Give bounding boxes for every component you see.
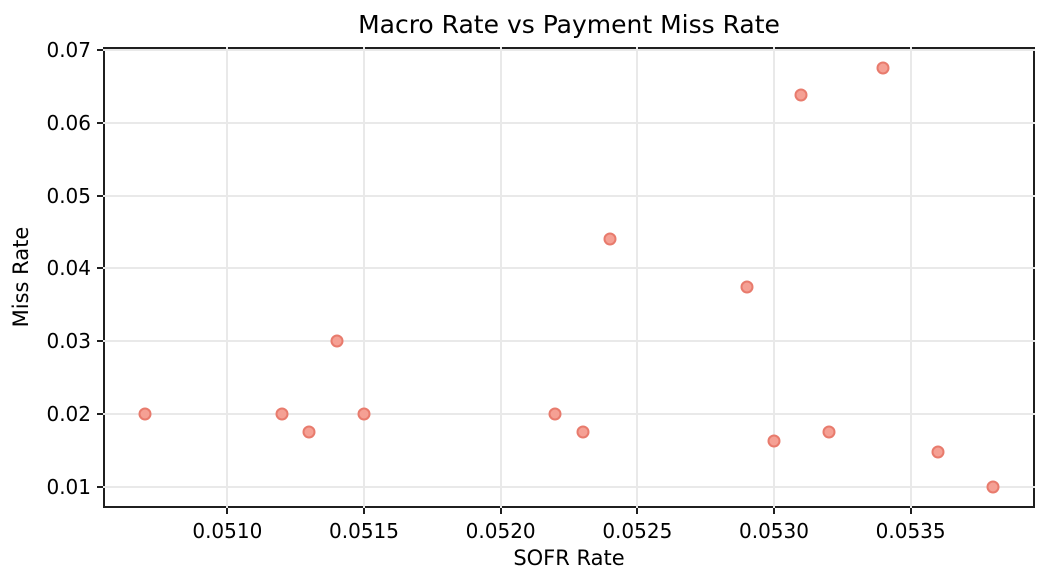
y-gridline xyxy=(103,486,1035,489)
x-tick-mark xyxy=(909,508,912,514)
plot-area xyxy=(103,47,1035,508)
y-tick-label: 0.04 xyxy=(46,256,91,281)
x-gridline xyxy=(363,47,365,508)
y-tick-mark xyxy=(97,486,103,489)
y-tick-mark xyxy=(97,267,103,270)
scatter-point-1 xyxy=(138,407,152,421)
scatter-point-7 xyxy=(576,425,590,439)
chart-title: Macro Rate vs Payment Miss Rate xyxy=(358,10,780,39)
y-tick-label: 0.03 xyxy=(46,329,91,354)
top-spine xyxy=(103,47,1035,49)
x-gridline xyxy=(909,47,912,508)
bottom-spine xyxy=(103,506,1035,508)
x-tick-label: 0.0535 xyxy=(875,519,946,543)
y-tick-label: 0.05 xyxy=(46,183,91,208)
y-tick-label: 0.02 xyxy=(46,402,91,427)
x-tick-mark xyxy=(636,508,639,514)
y-tick-mark xyxy=(97,121,103,124)
x-gridline xyxy=(772,47,775,508)
scatter-point-14 xyxy=(931,445,945,459)
scatter-point-6 xyxy=(548,407,562,421)
y-axis-label: Miss Rate xyxy=(9,226,33,328)
y-gridline xyxy=(103,194,1035,197)
y-gridline xyxy=(103,48,1035,51)
x-tick-mark xyxy=(499,508,502,514)
x-tick-label: 0.0525 xyxy=(602,519,673,543)
scatter-point-13 xyxy=(876,61,890,75)
scatter-point-9 xyxy=(740,280,754,294)
scatter-point-12 xyxy=(822,425,836,439)
scatter-point-5 xyxy=(357,407,371,421)
x-tick-label: 0.0530 xyxy=(738,519,809,543)
y-tick-mark xyxy=(97,194,103,197)
y-tick-label: 0.01 xyxy=(46,475,91,500)
y-gridline xyxy=(103,340,1035,343)
y-tick-label: 0.06 xyxy=(46,110,91,135)
scatter-point-15 xyxy=(986,480,1000,494)
scatter-point-2 xyxy=(275,407,289,421)
scatter-point-11 xyxy=(794,88,808,102)
scatter-point-4 xyxy=(330,334,344,348)
x-tick-label: 0.0515 xyxy=(329,519,399,543)
x-tick-mark xyxy=(226,508,229,514)
y-gridline xyxy=(103,413,1035,416)
left-spine xyxy=(103,47,105,508)
x-tick-label: 0.0510 xyxy=(192,519,263,543)
x-axis-label: SOFR Rate xyxy=(513,546,625,570)
y-tick-label: 0.07 xyxy=(46,37,91,62)
y-gridline xyxy=(103,121,1035,124)
y-tick-mark xyxy=(97,340,103,343)
x-gridline xyxy=(636,47,639,508)
y-tick-mark xyxy=(97,413,103,416)
x-gridline xyxy=(499,47,502,508)
y-gridline xyxy=(103,267,1035,270)
x-tick-mark xyxy=(772,508,775,514)
scatter-point-3 xyxy=(302,425,316,439)
x-tick-mark xyxy=(363,508,365,514)
right-spine xyxy=(1033,47,1035,508)
scatter-point-8 xyxy=(603,232,617,246)
x-gridline xyxy=(226,47,229,508)
y-tick-mark xyxy=(97,48,103,51)
scatter-point-10 xyxy=(767,434,781,448)
x-tick-label: 0.0520 xyxy=(465,519,536,543)
